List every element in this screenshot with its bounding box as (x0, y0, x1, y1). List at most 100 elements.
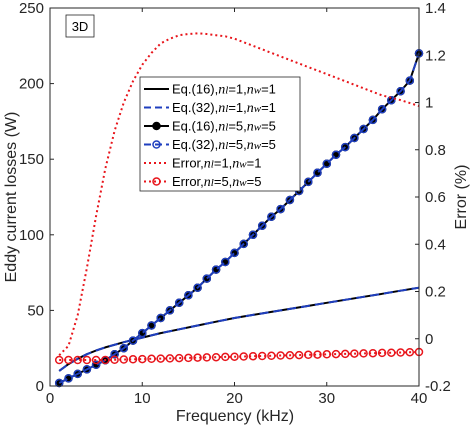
annotation-label: 3D (72, 19, 89, 34)
data-point (313, 350, 322, 359)
y-axis-title-left: Eddy current losses (W) (3, 112, 20, 283)
x-tick-label: 30 (318, 390, 335, 407)
y-tick-label-right: 1 (425, 95, 433, 112)
legend-label: Eq.(16),nl=1,nw=1 (172, 82, 276, 98)
x-tick-label: 10 (134, 390, 151, 407)
legend-label-part: Eq.(32), (172, 100, 218, 115)
legend-label-part: =5 (247, 174, 262, 189)
data-point (184, 291, 193, 300)
data-point (276, 351, 285, 360)
legend-label-part: n (247, 101, 254, 116)
x-tick-label: 0 (46, 390, 54, 407)
legend-label-part: n (218, 83, 225, 98)
data-point (221, 257, 230, 267)
x-tick-label: 20 (226, 390, 243, 407)
legend-label-part: =5 (261, 119, 276, 134)
data-point (147, 321, 156, 330)
data-point (368, 348, 378, 358)
data-point (377, 348, 387, 358)
data-point (368, 115, 378, 125)
data-point (165, 306, 175, 315)
legend-label-part: Eq.(16), (172, 119, 218, 134)
data-point (110, 349, 119, 359)
legend-marker (152, 177, 161, 186)
legend-label-part: =1 (247, 156, 262, 171)
y-tick-label-right: 0.8 (425, 142, 446, 159)
y-tick-label-left: 50 (27, 302, 44, 319)
legend-label-part: =5, (214, 174, 232, 189)
data-point (156, 313, 165, 323)
series-line (58, 32, 420, 356)
legend-label-part: Eq.(32), (172, 137, 218, 152)
data-point (184, 353, 193, 363)
legend-label-part: w (239, 159, 247, 171)
data-point (267, 212, 276, 221)
data-point (64, 355, 73, 365)
data-point (119, 355, 129, 364)
data-point (73, 369, 82, 379)
annotation-frame (65, 14, 95, 38)
y-tick-label-right: 1.2 (425, 47, 446, 64)
y-tick-label-right: 1.4 (425, 0, 446, 17)
data-point (138, 354, 147, 364)
legend-label-part: l (225, 103, 228, 115)
x-tick-label: 40 (411, 390, 428, 407)
data-point (230, 248, 239, 258)
legend-label-part: l (225, 85, 228, 97)
legend-label-part: n (218, 101, 225, 116)
legend-label-part: l (211, 177, 214, 189)
legend-label: Eq.(32),nl=1,nw=1 (172, 100, 276, 116)
legend-label-part: w (254, 85, 262, 97)
data-point (322, 159, 332, 168)
data-point (405, 76, 415, 85)
legend-marker (152, 140, 161, 149)
series-1 (58, 286, 420, 372)
data-point (211, 352, 221, 362)
data-point (248, 230, 258, 240)
data-point (128, 336, 138, 345)
series-5 (58, 32, 420, 356)
data-point (340, 142, 350, 152)
legend: Eq.(16),nl=1,nw=1Eq.(32),nl=1,nw=1Eq.(16… (139, 76, 301, 192)
data-point (359, 349, 368, 358)
legend-label: Error,nl=5,nw=5 (172, 174, 261, 190)
y-tick-label-right: 0.6 (425, 189, 446, 206)
data-point (91, 360, 101, 370)
y-tick-label-right: -0.2 (425, 378, 451, 395)
y-tick-label-left: 100 (19, 227, 44, 244)
legend-label-part: l (225, 140, 228, 152)
data-point (202, 274, 212, 283)
data-point (82, 365, 92, 374)
data-point (257, 351, 267, 361)
data-point (340, 349, 350, 359)
data-point (82, 355, 92, 365)
data-point (73, 355, 82, 365)
legend-label-part: l (225, 122, 228, 134)
legend-label-part: n (232, 175, 239, 190)
ticks-layer: 0 10 20 30 40 0 50 100 150 200 250 -0.2 0 0.2 0.4 0.6 0.… (19, 0, 451, 407)
data-point (239, 352, 248, 361)
legend-label-part: w (254, 103, 262, 115)
data-point (110, 355, 119, 365)
data-point (119, 343, 129, 353)
data-point (211, 265, 221, 274)
legend-label-part: n (218, 138, 225, 153)
data-point (350, 133, 359, 143)
legend-label-part: w (254, 122, 262, 134)
legend-label: Eq.(32),nl=5,nw=5 (172, 137, 276, 153)
data-point (387, 95, 396, 105)
legend-label-part: =1 (261, 82, 276, 97)
legend-label-part: n (247, 138, 254, 153)
data-point (285, 195, 295, 205)
data-point (174, 298, 184, 308)
legend-label-part: =1, (228, 100, 246, 115)
data-point (350, 349, 359, 358)
data-point (294, 350, 304, 360)
y-tick-label-left: 0 (36, 378, 44, 395)
data-point (257, 221, 267, 230)
legend-label-part: Error, (172, 156, 204, 171)
data-point (156, 354, 165, 363)
data-point (359, 124, 368, 134)
data-point (202, 353, 212, 362)
